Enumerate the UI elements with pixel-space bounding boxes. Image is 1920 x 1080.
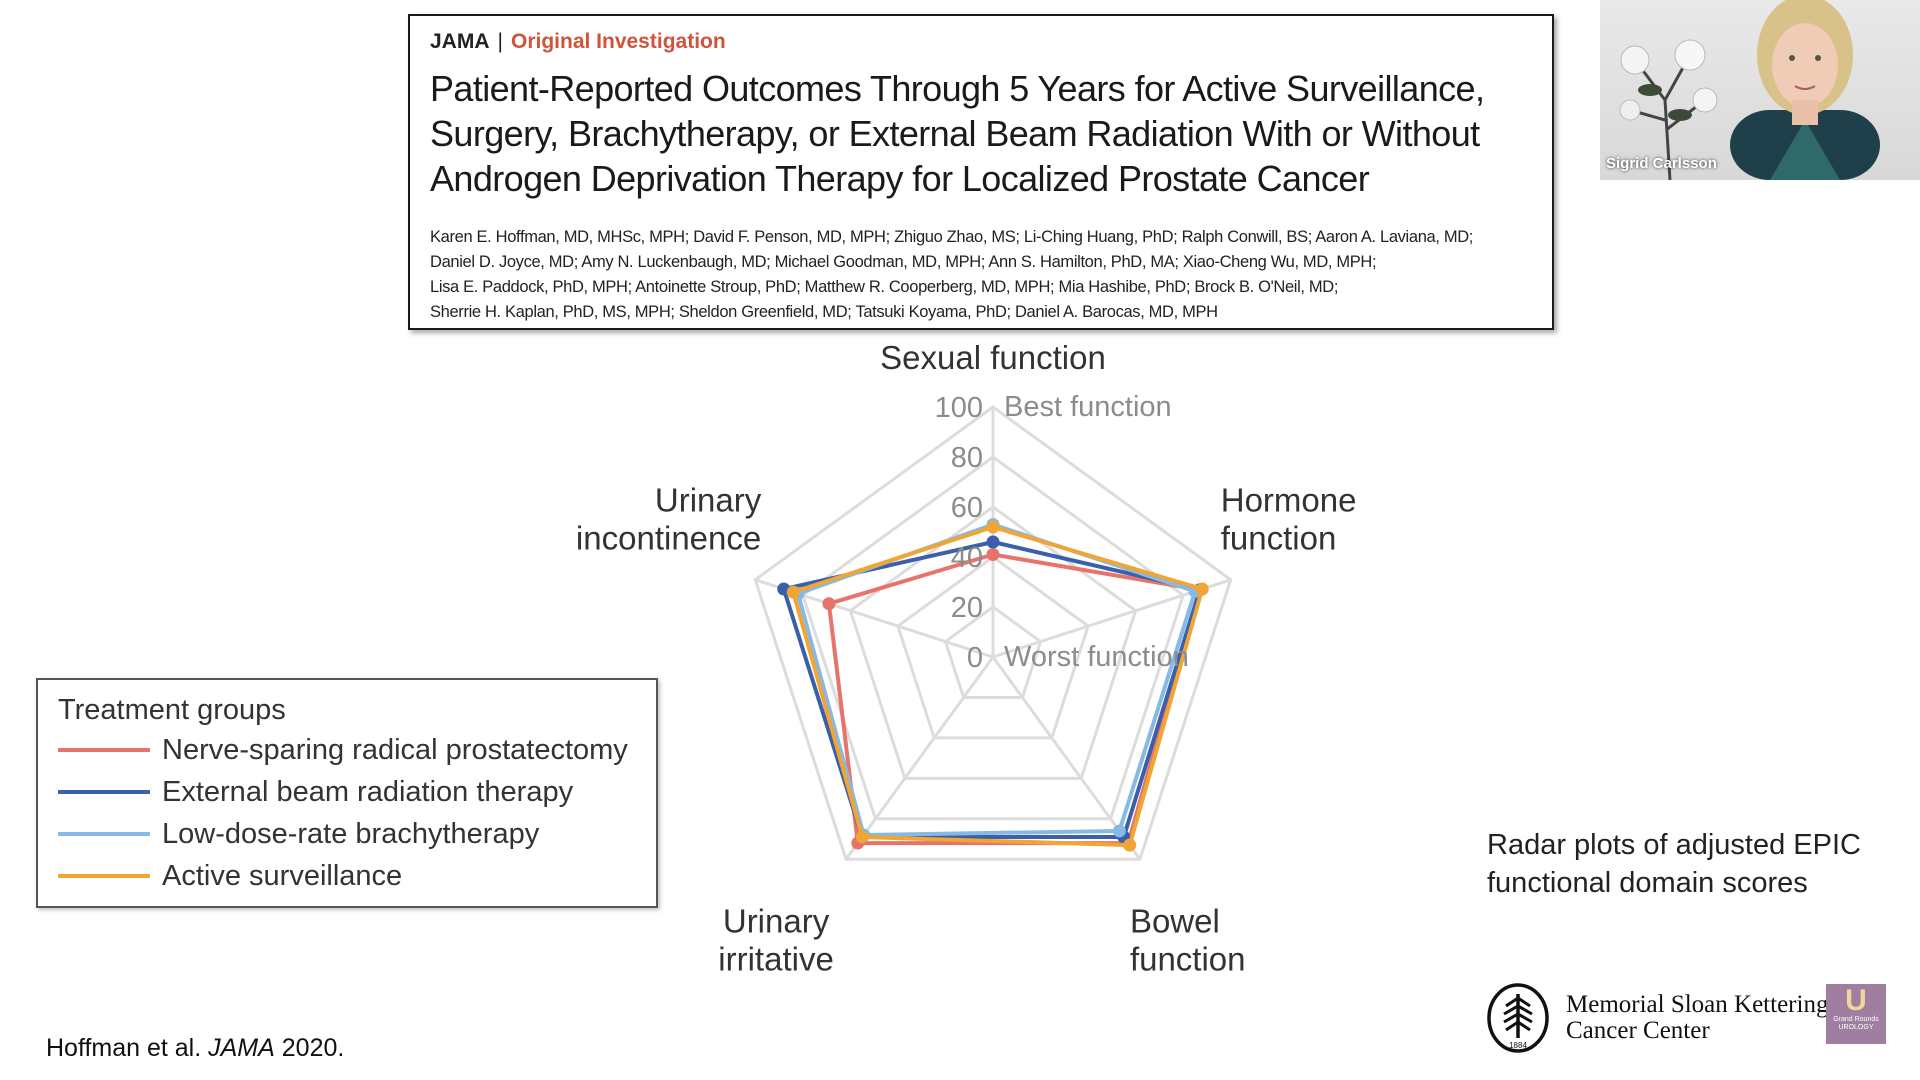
badge-text-2: UROLOGY — [1838, 1024, 1874, 1031]
legend-title: Treatment groups — [58, 694, 286, 726]
author-line: Daniel D. Joyce, MD; Amy N. Luckenbaugh,… — [430, 253, 1377, 271]
radar-axis-title-line: Sexual function — [880, 339, 1106, 376]
radar-tick-label: 20 — [951, 592, 983, 624]
radar-tick-label: 60 — [951, 492, 983, 524]
radar-grid-ring — [943, 605, 1043, 699]
radar-tick-label: 40 — [951, 542, 983, 574]
caption-line: functional domain scores — [1487, 867, 1808, 899]
radar-axis-title: Urinary incontinence — [576, 482, 762, 557]
citation-authors: Hoffman et al. — [46, 1034, 209, 1062]
msk-logo: 1884 Memorial Sloan Kettering Cancer Cen… — [1486, 982, 1828, 1054]
radar-axis-title-line: Hormone — [1221, 482, 1357, 519]
best-function-annotation: Best function — [1004, 391, 1172, 423]
radar-data-point — [855, 830, 869, 844]
caption-line: Radar plots of adjusted EPIC — [1487, 829, 1861, 861]
legend-item: Low-dose-rate brachytherapy — [58, 813, 636, 855]
radar-axis-title-line: incontinence — [576, 520, 761, 557]
logo-year: 1884 — [1509, 1041, 1527, 1050]
legend-swatch — [58, 874, 150, 878]
radar-axis-title: Hormone function — [1221, 482, 1357, 557]
author-line: Lisa E. Paddock, PhD, MPH; Antoinette St… — [430, 278, 1339, 296]
article-title-line: Patient-Reported Outcomes Through 5 Year… — [430, 68, 1485, 109]
radar-data-point — [986, 548, 1000, 561]
msk-wordmark-line2: Cancer Center — [1566, 1017, 1710, 1044]
radar-axis-title-line: function — [1221, 520, 1337, 557]
speaker-video[interactable]: Sigrid Carlsson — [1600, 0, 1920, 180]
radar-axis-lines — [754, 407, 1232, 861]
chart-legend: Treatment groups Nerve-sparing radical p… — [36, 678, 658, 908]
journal-separator: | — [497, 30, 503, 53]
legend-swatch — [58, 832, 150, 836]
author-line: Sherrie H. Kaplan, PhD, MS, MPH; Sheldon… — [430, 303, 1218, 321]
urology-rounds-badge: U Grand Rounds UROLOGY — [1826, 984, 1886, 1044]
author-list: Karen E. Hoffman, MD, MHSc, MPH; David F… — [430, 225, 1532, 325]
radar-axis-title-line: irritative — [718, 940, 834, 977]
msk-tree-icon: 1884 — [1487, 983, 1549, 1053]
legend-item: External beam radiation therapy — [58, 771, 636, 813]
radar-axis-title: Bowel function — [1130, 902, 1246, 977]
radar-axis-title-line: function — [1130, 940, 1246, 977]
article-title-line: Surgery, Brachytherapy, or External Beam… — [430, 113, 1480, 154]
article-title-line: Androgen Deprivation Therapy for Localiz… — [430, 158, 1370, 199]
article-section: Original Investigation — [510, 30, 726, 53]
radar-axis-line — [991, 656, 1142, 861]
article-title: Patient-Reported Outcomes Through 5 Year… — [430, 66, 1532, 201]
radar-data-point — [1112, 824, 1126, 838]
badge-text-1: Grand Rounds — [1833, 1016, 1879, 1023]
radar-axis-title: Sexual function — [880, 339, 1106, 376]
radar-data-point — [822, 597, 836, 611]
journal-line: JAMA | Original Investigation — [430, 30, 1532, 54]
msk-wordmark-line1: Memorial Sloan Kettering — [1566, 991, 1829, 1018]
legend-label: External beam radiation therapy — [162, 775, 574, 808]
radar-axis-title-line: Urinary — [655, 482, 762, 519]
radar-axis-title-line: Urinary — [723, 902, 830, 939]
legend-item: Nerve-sparing radical prostatectomy — [58, 729, 636, 771]
radar-series — [777, 518, 1209, 852]
flower-plant-image — [1619, 39, 1718, 180]
legend-label: Low-dose-rate brachytherapy — [162, 817, 540, 850]
radar-series-line — [826, 552, 1202, 846]
legend-label: Active surveillance — [162, 859, 403, 892]
citation: Hoffman et al. JAMA 2020. — [46, 1034, 344, 1063]
speaker-name: Sigrid Carlsson — [1606, 155, 1717, 172]
speaker-person-image — [1730, 0, 1880, 180]
radar-tick-label: 0 — [967, 642, 983, 674]
radar-data-point — [786, 585, 800, 599]
slide-caption: Radar plots of adjusted EPIC functional … — [1487, 826, 1861, 902]
msk-wordmark: Memorial Sloan Kettering Cancer Center — [1566, 992, 1828, 1044]
radar-data-point — [1195, 582, 1209, 596]
legend-swatch — [58, 790, 150, 794]
worst-function-annotation: Worst function — [1004, 641, 1189, 673]
radar-tick-label: 80 — [951, 442, 983, 474]
radar-data-point — [1123, 838, 1137, 852]
badge-letter: U — [1845, 984, 1867, 1017]
author-line: Karen E. Hoffman, MD, MHSc, MPH; David F… — [430, 228, 1474, 246]
legend-label: Nerve-sparing radical prostatectomy — [162, 733, 628, 766]
radar-tick-label: 100 — [935, 392, 983, 424]
citation-journal: JAMA — [208, 1034, 275, 1062]
radar-grid-ring — [848, 505, 1138, 780]
radar-grid-ring — [753, 405, 1233, 861]
radar-tick-labels: 0 20 40 60 80 100 — [935, 392, 983, 674]
radar-data-point — [986, 535, 1000, 549]
radar-axis-title: Urinary irritative — [718, 902, 834, 977]
legend-item: Active surveillance — [58, 855, 636, 897]
radar-series-line — [791, 525, 1205, 848]
radar-data-point — [986, 520, 1000, 534]
radar-series-line — [796, 522, 1198, 837]
citation-year: 2020. — [274, 1034, 345, 1062]
radar-axis-line — [844, 656, 995, 861]
article-header: JAMA | Original Investigation Patient-Repo… — [408, 14, 1554, 330]
radar-grid-ring — [896, 555, 1090, 740]
radar-axis-title-line: Bowel — [1130, 902, 1220, 939]
journal-name: JAMA — [430, 30, 490, 53]
legend-swatch — [58, 748, 150, 752]
